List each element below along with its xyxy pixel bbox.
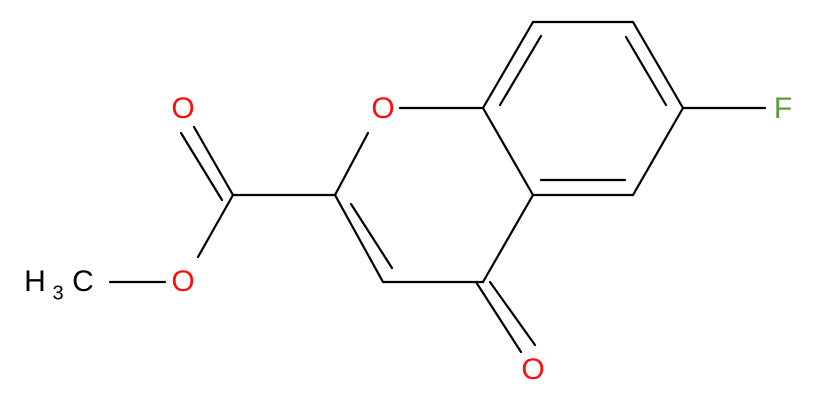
atom-label: O — [171, 92, 194, 125]
bond — [333, 193, 385, 284]
atom-label: O — [371, 92, 394, 125]
bond — [631, 20, 685, 110]
methyl-subscript: 3 — [52, 282, 63, 304]
bond — [474, 280, 523, 354]
bond — [481, 193, 535, 284]
bond — [481, 20, 535, 110]
atom-label: F — [774, 92, 792, 125]
bond — [624, 35, 668, 107]
bond — [333, 131, 370, 197]
bond — [192, 125, 235, 197]
bond — [349, 202, 394, 270]
bonds — [108, 20, 767, 354]
bond — [498, 34, 543, 107]
bond — [631, 106, 685, 197]
atom-label: O — [521, 353, 544, 386]
bond — [488, 280, 537, 347]
atom-label: O — [171, 265, 194, 298]
methyl-h: H — [24, 265, 46, 298]
bond — [196, 193, 235, 259]
bond — [179, 131, 224, 202]
bond — [481, 106, 535, 197]
methyl-c: C — [72, 265, 94, 298]
